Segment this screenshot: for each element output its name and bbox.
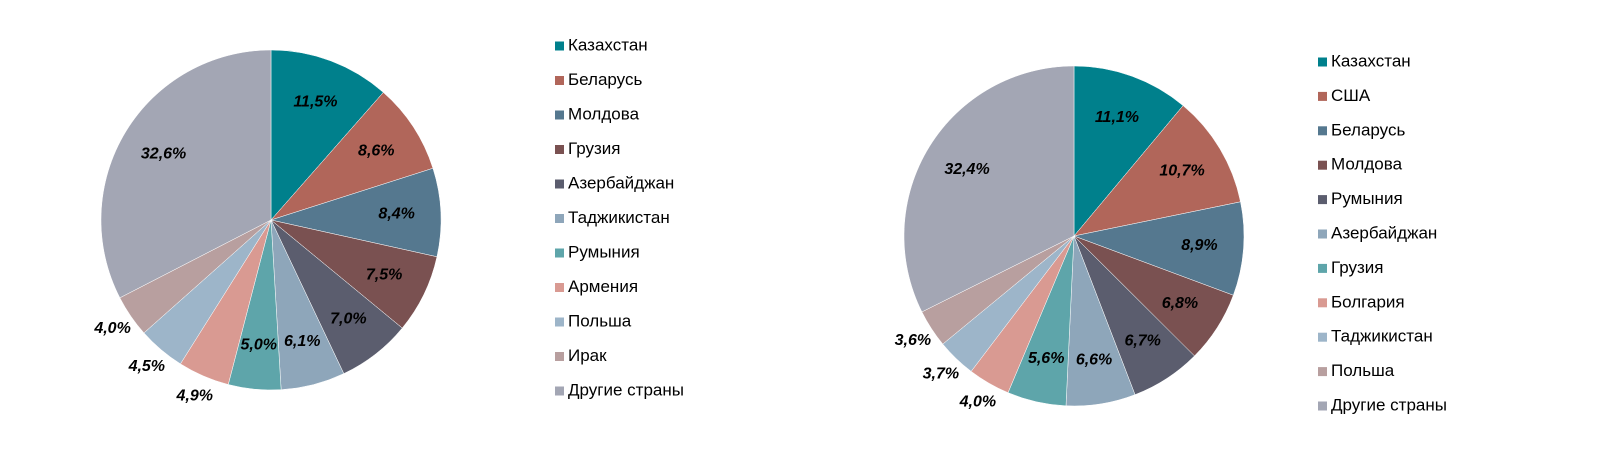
legend-label: Болгария bbox=[1331, 292, 1405, 311]
legend-swatch bbox=[555, 145, 564, 154]
legend-label: Беларусь bbox=[1331, 120, 1405, 139]
value-label: 11,1% bbox=[1095, 109, 1139, 126]
legend-swatch bbox=[1318, 367, 1327, 377]
legend-label: Ирак bbox=[568, 346, 607, 365]
legend-swatch bbox=[1318, 401, 1327, 411]
legend-swatch bbox=[555, 76, 564, 85]
legend-swatch bbox=[1318, 263, 1327, 273]
legend-swatch bbox=[555, 110, 564, 120]
legend-swatch bbox=[555, 248, 564, 258]
pie-slice bbox=[1073, 201, 1245, 296]
value-label: 5,0% bbox=[241, 336, 277, 353]
legend-label: США bbox=[1331, 86, 1371, 105]
legend-swatch bbox=[1318, 91, 1327, 101]
value-label: 32,4% bbox=[944, 161, 989, 178]
legend-label: Польша bbox=[568, 311, 632, 330]
value-label: 7,5% bbox=[366, 266, 402, 283]
legend-label: Румыния bbox=[568, 242, 640, 261]
legend-swatch bbox=[555, 214, 564, 223]
legend-label: Армения bbox=[568, 277, 638, 296]
value-label: 5,6% bbox=[1028, 350, 1064, 367]
legend-swatch bbox=[1318, 195, 1327, 205]
pie-slice bbox=[903, 65, 1075, 313]
value-label: 8,6% bbox=[358, 142, 394, 159]
legend-label: Грузия bbox=[1331, 258, 1384, 277]
pie-slice bbox=[100, 49, 272, 299]
legend-label: Молдова bbox=[568, 104, 640, 123]
pie-slice bbox=[1073, 65, 1184, 237]
legend-label: Беларусь bbox=[568, 70, 642, 89]
legend-label: Польша bbox=[1331, 361, 1395, 380]
legend-swatch bbox=[555, 386, 564, 396]
value-label: 8,9% bbox=[1181, 237, 1217, 254]
legend-swatch bbox=[555, 179, 564, 189]
value-label: 3,7% bbox=[923, 366, 959, 383]
value-label: 32,6% bbox=[141, 146, 186, 163]
value-label: 3,6% bbox=[895, 332, 931, 349]
value-label: 4,5% bbox=[128, 358, 165, 375]
legend-label: Другие страны bbox=[1331, 395, 1447, 414]
legend-swatch bbox=[1318, 57, 1327, 67]
value-label: 6,6% bbox=[1076, 351, 1112, 368]
legend-label: Казахстан bbox=[568, 35, 648, 54]
value-label: 6,7% bbox=[1124, 333, 1160, 350]
legend-label: Таджикистан bbox=[568, 208, 670, 227]
value-label: 4,0% bbox=[959, 394, 996, 411]
value-label: 7,0% bbox=[330, 310, 366, 327]
legend-label: Румыния bbox=[1331, 189, 1403, 208]
legend-label: Азербайджан bbox=[1331, 223, 1437, 242]
legend-label: Грузия bbox=[568, 139, 621, 158]
legend-swatch bbox=[555, 41, 564, 51]
legend-swatch bbox=[555, 283, 564, 292]
value-label: 6,1% bbox=[284, 333, 320, 350]
legend-label: Таджикистан bbox=[1331, 327, 1433, 346]
legend-label: Казахстан bbox=[1331, 51, 1411, 70]
value-label: 6,8% bbox=[1162, 295, 1198, 312]
legend-swatch bbox=[1318, 160, 1327, 170]
legend-swatch bbox=[1318, 126, 1327, 136]
legend-swatch bbox=[555, 317, 564, 327]
legend-label: Молдова bbox=[1331, 155, 1403, 174]
value-label: 4,9% bbox=[176, 388, 213, 405]
legend-label: Азербайджан bbox=[568, 173, 674, 192]
legend-swatch bbox=[1318, 332, 1327, 342]
pie-slice bbox=[1073, 105, 1241, 237]
value-label: 8,4% bbox=[378, 205, 414, 222]
legend-swatch bbox=[1318, 229, 1327, 239]
legend-label: Другие страны bbox=[568, 380, 684, 399]
legend-swatch bbox=[555, 352, 564, 361]
value-label: 10,7% bbox=[1159, 163, 1204, 180]
pie-slice bbox=[270, 49, 384, 221]
value-label: 11,5% bbox=[293, 94, 337, 111]
value-label: 4,0% bbox=[93, 320, 130, 337]
pie-slice bbox=[270, 92, 434, 221]
pie-slice bbox=[270, 167, 442, 258]
legend-swatch bbox=[1318, 298, 1327, 308]
